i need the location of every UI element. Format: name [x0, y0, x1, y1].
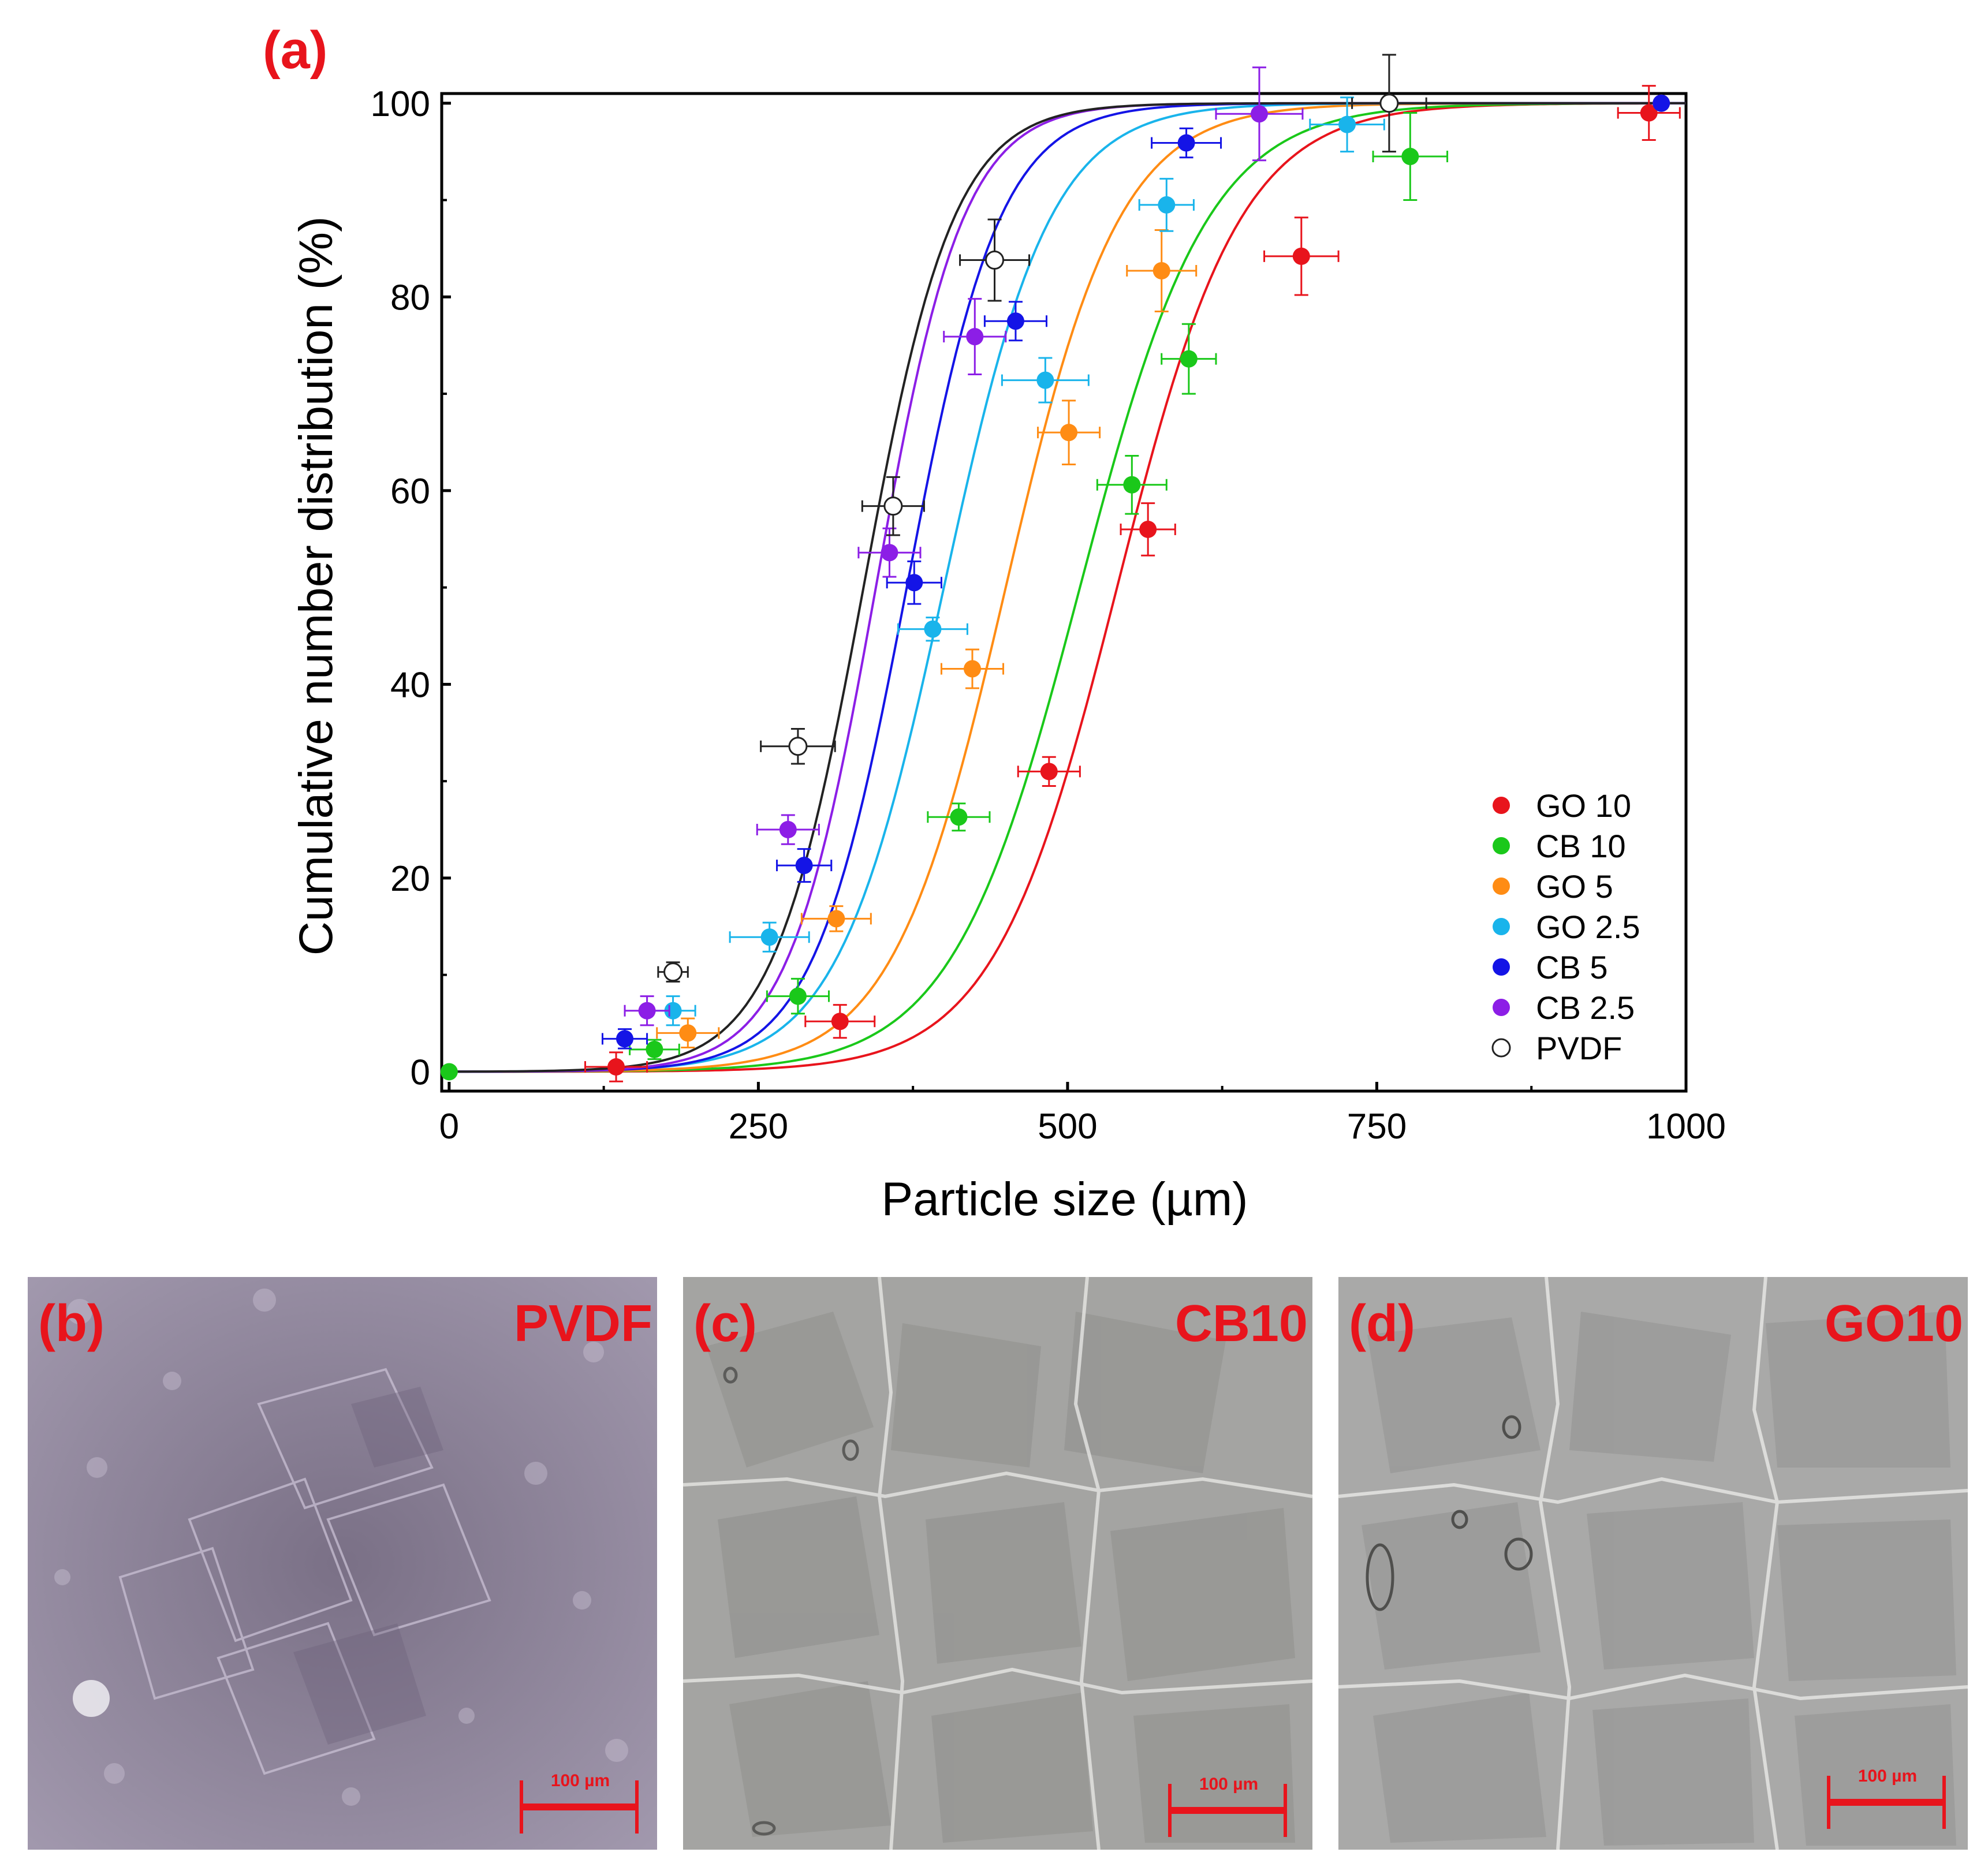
data-point: [1006, 312, 1024, 330]
y-tick-label: 100: [371, 84, 430, 124]
data-point: [760, 928, 778, 946]
data-point: [679, 1024, 697, 1042]
x-tick-label: 500: [1038, 1107, 1097, 1147]
data-point: [1040, 763, 1058, 781]
data-point: [779, 821, 797, 839]
y-tick-label: 80: [390, 278, 430, 318]
y-tick-label: 20: [390, 859, 430, 899]
data-point: [883, 496, 903, 516]
legend-label: CB 2.5: [1536, 989, 1635, 1026]
y-axis-title: Cumulative number distribution (%): [290, 216, 342, 956]
data-point: [966, 328, 984, 346]
x-tick-label: 0: [439, 1107, 459, 1147]
micrograph-panel-d: (d) GO10 100 µm: [1338, 1277, 1968, 1850]
data-point: [1060, 424, 1078, 442]
data-point: [963, 660, 981, 678]
legend-marker: [1493, 878, 1510, 895]
legend-marker: [1493, 797, 1510, 814]
data-point: [1177, 134, 1195, 152]
data-point: [1379, 94, 1399, 113]
legend-marker: [1493, 958, 1510, 976]
panel-b-sample-label: PVDF: [513, 1295, 652, 1353]
legend-label: GO 2.5: [1536, 909, 1640, 945]
micrograph-c-image: [683, 1277, 1312, 1850]
x-tick-label: 750: [1347, 1107, 1407, 1147]
data-point: [1401, 148, 1419, 166]
data-point: [985, 251, 1005, 270]
panel-c-sample-label: CB10: [1174, 1295, 1308, 1353]
data-point: [795, 857, 813, 875]
x-tick-label: 1000: [1646, 1107, 1726, 1147]
data-point: [924, 620, 942, 638]
micrograph-panel-c: (c) CB10 100 µm: [683, 1277, 1312, 1850]
legend-label: CB 5: [1536, 949, 1608, 985]
y-tick-label: 40: [390, 665, 430, 705]
data-point: [827, 910, 845, 928]
x-tick-label: 250: [729, 1107, 788, 1147]
data-point: [950, 808, 968, 826]
cumulative-distribution-chart: (a) 0 250 500 750 1000 0 20 40 60 80 100 GO 10 CB 10…: [263, 21, 1726, 1226]
data-point: [1653, 94, 1670, 112]
legend-label: CB 10: [1536, 828, 1626, 864]
legend-marker: [1493, 999, 1510, 1016]
data-point: [1139, 520, 1157, 538]
data-point: [1292, 247, 1310, 265]
legend-marker: [1493, 918, 1510, 935]
data-point: [1158, 196, 1176, 214]
data-point: [1338, 115, 1356, 133]
data-point: [638, 1002, 656, 1020]
data-point: [881, 544, 898, 562]
data-point: [1180, 350, 1198, 368]
x-axis-title: Particle size (µm): [882, 1173, 1248, 1226]
y-tick-label: 60: [390, 472, 430, 511]
micrograph-d-image: [1338, 1277, 1968, 1850]
panel-d-scale-bar: [1827, 1799, 1946, 1806]
panel-d-scale-label: 100 µm: [1858, 1767, 1918, 1786]
data-point: [788, 737, 808, 756]
data-point: [646, 1040, 663, 1058]
legend-marker: [1493, 837, 1510, 854]
data-point: [663, 962, 683, 982]
legend-label: GO 10: [1536, 787, 1631, 824]
panel-b-scale-bar: [520, 1803, 639, 1810]
y-tick-label: 0: [411, 1052, 430, 1092]
plot-frame: [440, 92, 1688, 1093]
data-point: [789, 987, 807, 1005]
data-point: [607, 1058, 625, 1076]
micrograph-panel-b: (b) PVDF 100 µm: [28, 1277, 657, 1850]
legend-marker: [1491, 1038, 1511, 1058]
panel-d-sample-label: GO10: [1824, 1295, 1963, 1353]
data-point: [905, 574, 923, 592]
fit-curve: [449, 102, 1686, 1073]
panel-d-label: (d): [1349, 1295, 1415, 1353]
data-point: [1640, 104, 1658, 122]
panel-b-label: (b): [38, 1295, 105, 1353]
legend-label: GO 5: [1536, 868, 1613, 905]
panel-a-label: (a): [263, 21, 327, 80]
micrograph-b-image: [28, 1277, 657, 1850]
panel-c-scale-label: 100 µm: [1199, 1775, 1259, 1794]
data-point: [1123, 476, 1141, 494]
panel-c-scale-bar: [1168, 1807, 1287, 1814]
data-point: [831, 1013, 849, 1030]
data-point: [440, 1063, 458, 1081]
panel-c-label: (c): [693, 1295, 757, 1353]
data-point: [1036, 371, 1054, 389]
data-point: [616, 1030, 634, 1048]
panel-b-scale-label: 100 µm: [550, 1771, 610, 1790]
data-point: [1250, 105, 1268, 123]
data-point: [1152, 262, 1170, 280]
legend-label: PVDF: [1536, 1030, 1622, 1066]
